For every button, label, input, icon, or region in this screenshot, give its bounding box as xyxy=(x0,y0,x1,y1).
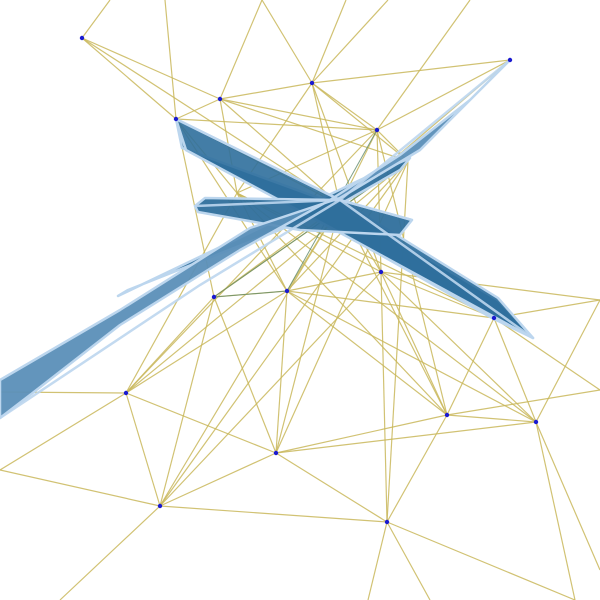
vertex-point xyxy=(273,450,279,456)
wire-segment xyxy=(275,452,388,523)
wire-segment xyxy=(219,98,409,162)
wire-segment xyxy=(386,414,448,523)
wire-segment xyxy=(380,271,448,416)
wire-segment xyxy=(159,505,388,523)
wire-segment xyxy=(125,392,161,507)
vertex-point xyxy=(123,390,129,396)
wire-segment xyxy=(535,421,576,600)
vertex-points xyxy=(79,35,539,525)
wire-segment xyxy=(159,271,382,507)
wire-segment xyxy=(286,271,382,292)
vertex-point xyxy=(444,412,450,418)
wire-segment xyxy=(311,82,409,162)
wire-segment xyxy=(0,392,127,471)
wire-segment xyxy=(446,414,537,423)
wire-segment xyxy=(219,0,263,100)
vertex-point xyxy=(157,503,163,509)
wire-segment xyxy=(275,290,288,454)
blade-panel-center xyxy=(193,196,414,237)
wire-segment xyxy=(125,192,238,394)
wire-segment xyxy=(311,59,511,84)
vertex-point xyxy=(284,288,290,294)
vertex-point xyxy=(374,127,380,133)
wire-segment xyxy=(386,521,576,600)
vertex-point xyxy=(507,57,513,63)
wire-segment xyxy=(213,296,277,454)
wire-segment xyxy=(81,37,221,100)
wire-segment xyxy=(535,421,600,571)
wire-segment xyxy=(286,290,448,416)
wire-segment xyxy=(125,160,409,394)
wire-segment xyxy=(0,469,161,507)
wire-segment xyxy=(275,421,537,454)
wire-segment xyxy=(125,129,378,394)
vertex-point xyxy=(491,315,497,321)
wire-segment xyxy=(311,0,347,84)
wire-segment xyxy=(493,317,537,423)
wire-segment xyxy=(275,414,448,454)
wire-segment xyxy=(380,271,388,523)
wire-segment xyxy=(376,0,471,131)
wire-segment xyxy=(311,82,341,206)
wire-segment xyxy=(175,98,221,120)
wire-segment xyxy=(219,82,313,100)
wire-segment xyxy=(125,290,288,394)
vertex-point xyxy=(79,35,85,41)
wire-segment xyxy=(159,296,215,507)
wire-segment xyxy=(159,204,341,507)
vertex-point xyxy=(211,294,217,300)
blade-panel-front xyxy=(0,58,512,420)
wire-segment xyxy=(286,290,495,319)
vertex-point xyxy=(378,269,384,275)
wire-segment xyxy=(446,317,495,416)
vertex-point xyxy=(217,96,223,102)
wire-segment xyxy=(380,271,537,423)
crossed-blade-panels xyxy=(0,58,535,420)
wire-segment xyxy=(386,521,431,600)
wire-segment xyxy=(367,521,388,600)
wire-segment xyxy=(81,0,111,39)
wire-segment xyxy=(311,82,378,131)
wire-segment xyxy=(81,37,177,120)
wire-segment xyxy=(219,98,378,131)
wire-segment xyxy=(59,505,161,600)
wire-segment xyxy=(159,452,277,507)
vertex-point xyxy=(384,519,390,525)
vertex-point xyxy=(533,419,539,425)
vertex-point xyxy=(309,80,315,86)
wire-segment xyxy=(493,317,600,391)
blade-edge-highlight xyxy=(194,198,413,222)
wire-segment-occluded xyxy=(213,290,288,298)
wire-segment xyxy=(311,0,389,84)
wire-segment xyxy=(376,59,511,131)
wire-segment xyxy=(286,290,537,423)
wire-segment xyxy=(175,118,378,131)
wire-segment xyxy=(380,271,495,319)
wire-segment xyxy=(219,98,341,206)
wire-segment xyxy=(275,160,409,454)
wire-segment xyxy=(446,389,600,416)
wire-segment xyxy=(261,0,313,84)
wire-segment xyxy=(535,299,600,423)
vertex-point xyxy=(173,116,179,122)
wire-segment xyxy=(125,392,277,454)
wire-segment xyxy=(275,204,341,454)
wire-segment xyxy=(164,0,177,120)
blade-edge-highlight xyxy=(0,59,511,420)
wire-segment xyxy=(125,296,215,394)
